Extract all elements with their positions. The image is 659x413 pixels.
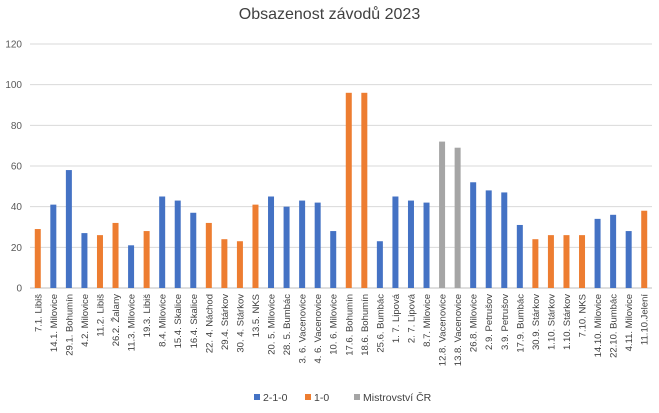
bar	[252, 204, 259, 288]
legend-item: Mistrovství ČR	[354, 391, 432, 404]
bar	[625, 231, 632, 288]
bar	[392, 196, 399, 288]
legend-label: Mistrovství ČR	[363, 391, 432, 404]
y-tick-label: 20	[11, 243, 23, 254]
bar	[345, 92, 352, 288]
x-tick-label: 12.8. Vacenovice	[438, 294, 449, 366]
x-tick-label: 30. 4. Stárkov	[235, 294, 246, 353]
bar	[81, 233, 88, 288]
bar	[174, 200, 181, 288]
bar	[547, 235, 554, 288]
bar	[299, 200, 306, 288]
x-tick-label: 15.4. Skalice	[173, 294, 184, 348]
bar	[407, 200, 414, 288]
bar	[205, 222, 212, 288]
bar	[330, 231, 337, 288]
legend-label: 2-1-0	[263, 392, 288, 404]
bar	[563, 235, 570, 288]
y-tick-label: 80	[11, 121, 23, 132]
x-tick-label: 11.10.Jelení	[640, 294, 651, 345]
bar	[221, 239, 228, 288]
x-tick-label: 7.10. NKS	[578, 294, 589, 337]
y-tick-label: 40	[11, 202, 23, 213]
x-tick-label: 4.11. Milovice	[624, 294, 635, 351]
x-tick-label: 2.9. Petrušov	[484, 294, 495, 350]
x-tick-label: 16.4. Skalice	[189, 294, 200, 348]
legend-label: 1-0	[314, 392, 329, 404]
legend-item: 2-1-0	[254, 392, 288, 404]
x-tick-label: 10. 6. Milovice	[329, 294, 340, 355]
x-tick-label: 1.10. Stárkov	[546, 294, 557, 350]
bar	[610, 214, 617, 288]
bar	[236, 241, 243, 288]
x-tick-label: 30.9. Stárkov	[531, 294, 542, 350]
bar	[470, 182, 477, 288]
x-tick-label: 11.2. Libiš	[95, 294, 106, 337]
bar	[439, 141, 446, 288]
x-tick-label: 26.2. Žalany	[111, 294, 122, 347]
bar	[65, 170, 72, 288]
bar	[34, 229, 41, 288]
bar	[268, 196, 275, 288]
y-tick-label: 0	[16, 284, 22, 295]
x-tick-label: 1.10. Stárkov	[562, 294, 573, 350]
bar	[376, 241, 383, 288]
bar	[501, 192, 508, 288]
legend-swatch	[354, 394, 360, 400]
x-tick-label: 3. 6. Vacenovice	[298, 294, 309, 364]
x-tick-label: 7.1. Libiš	[33, 294, 44, 332]
bar	[423, 202, 430, 288]
y-tick-label: 100	[5, 80, 22, 91]
bar	[485, 190, 492, 288]
bar	[283, 206, 290, 288]
bar	[314, 202, 321, 288]
x-tick-label: 20. 5. Milovice	[267, 294, 278, 355]
legend-item: 1-0	[305, 392, 329, 404]
bar	[532, 239, 539, 288]
bar	[159, 196, 166, 288]
x-tick-label: 4. 6. Vacenovice	[313, 294, 324, 364]
legend-swatch	[305, 394, 311, 400]
x-tick-label: 8.7. Milovice	[422, 294, 433, 347]
x-tick-label: 18.6. Bohumín	[360, 294, 371, 356]
x-tick-label: 28. 5. Bumbác	[282, 294, 293, 356]
bar	[361, 92, 368, 288]
bar	[50, 204, 57, 288]
y-tick-label: 60	[11, 162, 23, 173]
x-tick-label: 14.10. Milovice	[593, 294, 604, 357]
x-tick-label: 17.9. Bumbác	[515, 294, 526, 353]
y-tick-label: 120	[5, 40, 22, 51]
x-tick-label: 22. 4. Náchod	[204, 294, 215, 353]
chart-title: Obsazenost závodů 2023	[238, 6, 421, 23]
x-tick-label: 22.10. Bumbác	[609, 294, 620, 358]
x-tick-label: 25.6. Bumbác	[375, 294, 386, 353]
x-tick-label: 17.6. Bohumín	[344, 294, 355, 356]
bar	[594, 218, 601, 288]
x-tick-label: 13.5. NKS	[251, 294, 262, 337]
bar	[579, 235, 586, 288]
x-tick-label: 11.3. Milovice	[127, 294, 138, 351]
x-tick-label: 19.3. Libiš	[142, 294, 153, 338]
bar	[96, 235, 103, 288]
x-tick-label: 2. 7. Lipová	[406, 293, 417, 343]
bar	[190, 212, 197, 288]
x-tick-label: 13.8. Vacenovice	[453, 294, 464, 366]
x-tick-label: 4.2. Milovice	[80, 294, 91, 347]
x-tick-label: 14.1. Milovice	[49, 294, 60, 352]
x-tick-label: 3.9. Petrušov	[500, 294, 511, 350]
x-tick-label: 8.4. Milovice	[158, 294, 169, 347]
legend-swatch	[254, 394, 260, 400]
bar	[454, 147, 461, 288]
x-tick-label: 1. 7. Lipová	[391, 293, 402, 343]
bar	[128, 245, 135, 288]
x-tick-label: 29.1. Bohumín	[64, 294, 75, 356]
bar	[112, 222, 119, 288]
x-tick-label: 26.8. Milovice	[469, 294, 480, 352]
bar	[143, 231, 150, 288]
x-tick-label: 29.4. Stárkov	[220, 294, 231, 350]
bar	[641, 210, 648, 288]
bar	[516, 224, 523, 288]
